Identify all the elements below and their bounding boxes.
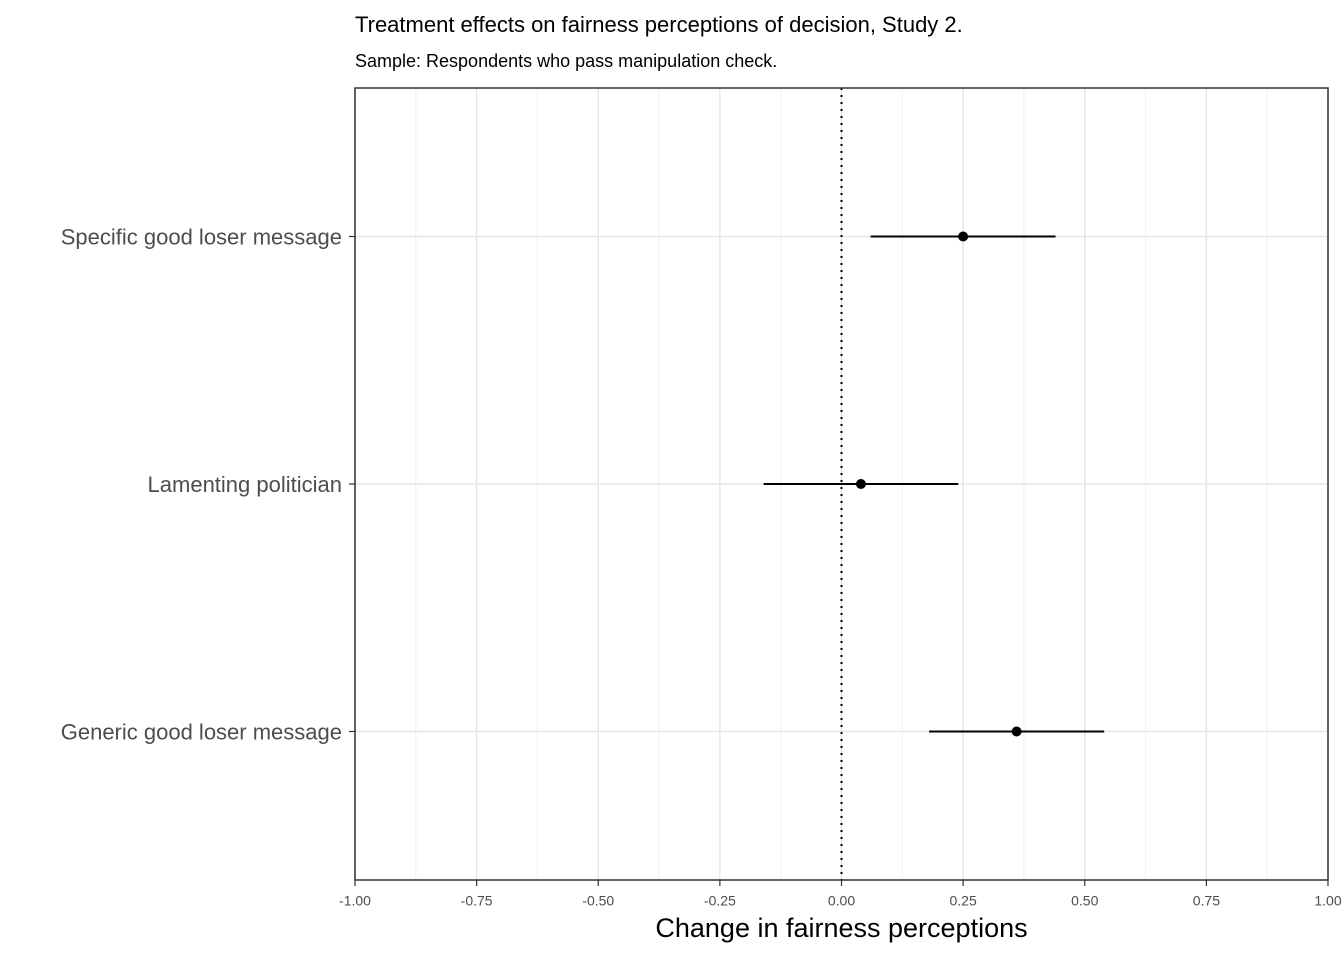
x-tick-label: 1.00 [1314,893,1341,909]
point [855,479,866,489]
point [958,231,969,242]
x-tick-label: -0.50 [582,893,614,909]
chart-subtitle: Sample: Respondents who pass manipulatio… [355,51,777,71]
x-tick-label: -0.25 [704,893,736,909]
x-tick-label: 0.75 [1193,893,1220,909]
x-tick-label: -1.00 [339,893,371,909]
y-tick-label: Specific good loser message [61,224,342,249]
chart-title: Treatment effects on fairness perception… [355,12,963,37]
x-tick-label: 0.25 [950,893,977,909]
x-axis-label: Change in fairness perceptions [655,913,1027,943]
point [1011,726,1022,737]
y-tick-label: Lamenting politician [148,472,342,497]
plot-border [354,87,1329,881]
x-tick-label: 0.50 [1071,893,1098,909]
x-tick-label: 0.00 [828,893,855,909]
y-tick-label: Generic good loser message [61,719,342,744]
x-tick-label: -0.75 [461,893,493,909]
